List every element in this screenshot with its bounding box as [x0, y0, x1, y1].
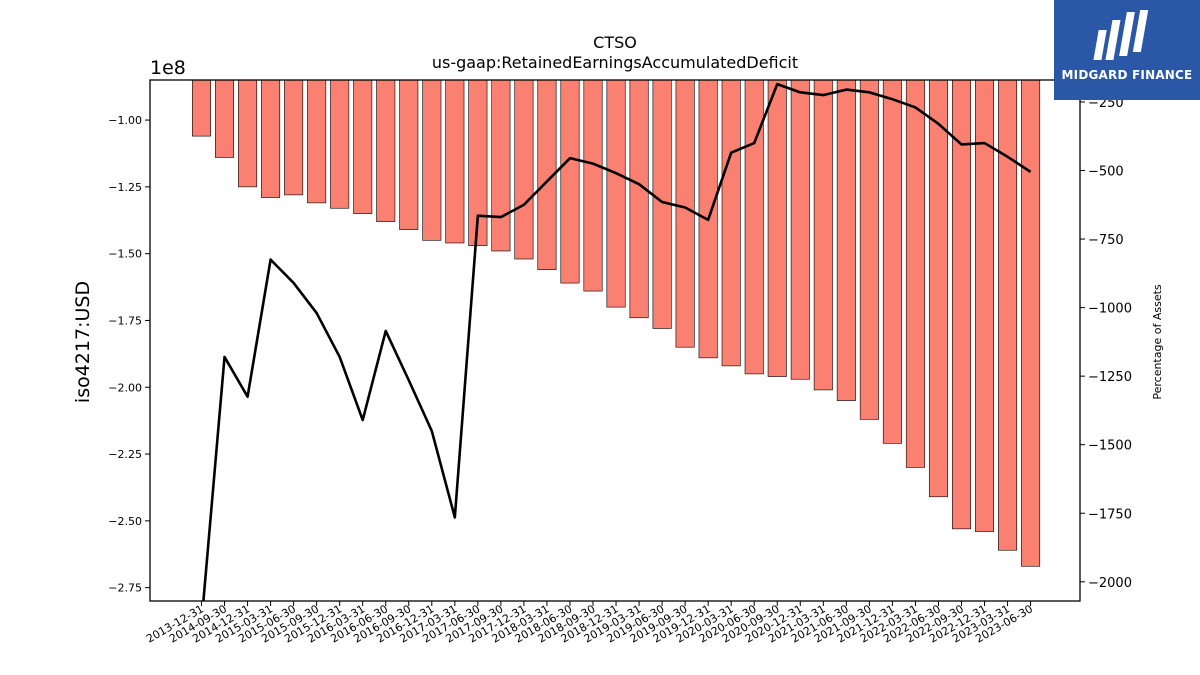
brand-logo: MIDGARD FINANCE: [1054, 0, 1200, 100]
y2-tick-label: −1250: [1088, 370, 1132, 385]
bar-2022-03-31: [905, 79, 925, 468]
plot-frame: [149, 79, 1081, 602]
y2-tick-label: −750: [1088, 233, 1124, 248]
bar-2015-03-31: [261, 79, 281, 198]
bar-2022-09-30: [951, 79, 971, 530]
bar-2023-06-30: [1021, 79, 1041, 567]
bar-2016-03-31: [353, 79, 373, 214]
bar-2020-12-31: [790, 79, 810, 380]
y2-tick-label: −1750: [1088, 507, 1132, 522]
y-offset-label: 1e8: [150, 57, 186, 79]
bar-2017-09-30: [491, 79, 511, 252]
y-tick-label: −2.50: [108, 515, 142, 528]
line-series: [202, 82, 1032, 601]
bar-2018-09-30: [583, 79, 603, 292]
bar-2021-06-30: [836, 79, 856, 401]
bar-2020-03-31: [721, 79, 741, 367]
bar-2016-12-31: [422, 79, 442, 241]
bar-2017-03-31: [445, 79, 465, 244]
percentage-line: [202, 82, 1032, 601]
y-tick-label: −1.50: [108, 248, 142, 261]
bar-2018-12-31: [606, 79, 626, 308]
bar-2015-09-30: [307, 79, 327, 204]
brand-name: MIDGARD FINANCE: [1061, 68, 1193, 82]
bar-2021-12-31: [882, 79, 902, 444]
axes: −1.00 −1.25 −1.50 −1.75 −2.00 −2.25 −2.50 −2.75…: [108, 79, 1132, 646]
y-tick-label: −2.75: [108, 582, 142, 595]
brand-mark-icon: [1093, 10, 1149, 60]
y2-tick-label: −1500: [1088, 439, 1132, 454]
y-tick-label: −2.25: [108, 448, 142, 461]
bar-2015-06-30: [284, 79, 304, 196]
bar-2019-09-30: [675, 79, 695, 348]
bar-2015-12-31: [330, 79, 350, 209]
chart-subtitle: us-gaap:RetainedEarningsAccumulatedDefic…: [432, 53, 798, 72]
bar-2014-09-30: [215, 79, 235, 158]
bar-2021-09-30: [859, 79, 879, 420]
y-tick-label: −1.75: [108, 314, 142, 327]
chart-title: CTSO: [593, 33, 637, 52]
bar-2013-12-31: [192, 79, 212, 137]
y2-tick-label: −500: [1088, 164, 1124, 179]
y2-tick-label: −1000: [1088, 302, 1132, 317]
y2-tick-label: −2000: [1088, 576, 1132, 591]
y-tick-label: −1.00: [108, 114, 142, 127]
bar-2016-09-30: [399, 79, 419, 230]
y-axis-label: iso4217:USD: [72, 281, 94, 403]
y2-axis-label: Percentage of Assets: [1151, 284, 1164, 400]
bar-2023-03-31: [998, 79, 1018, 551]
bar-2016-06-30: [376, 79, 396, 222]
bar-2022-06-30: [928, 79, 948, 498]
y-tick-label: −2.00: [108, 381, 142, 394]
bar-2017-12-31: [514, 79, 534, 260]
bar-series: [192, 79, 1041, 567]
bar-2021-03-31: [813, 79, 833, 391]
bar-2014-12-31: [238, 79, 258, 188]
bar-2020-09-30: [767, 79, 787, 377]
bar-2019-03-31: [629, 79, 649, 319]
y-tick-label: −1.25: [108, 181, 142, 194]
bar-2018-06-30: [560, 79, 580, 284]
